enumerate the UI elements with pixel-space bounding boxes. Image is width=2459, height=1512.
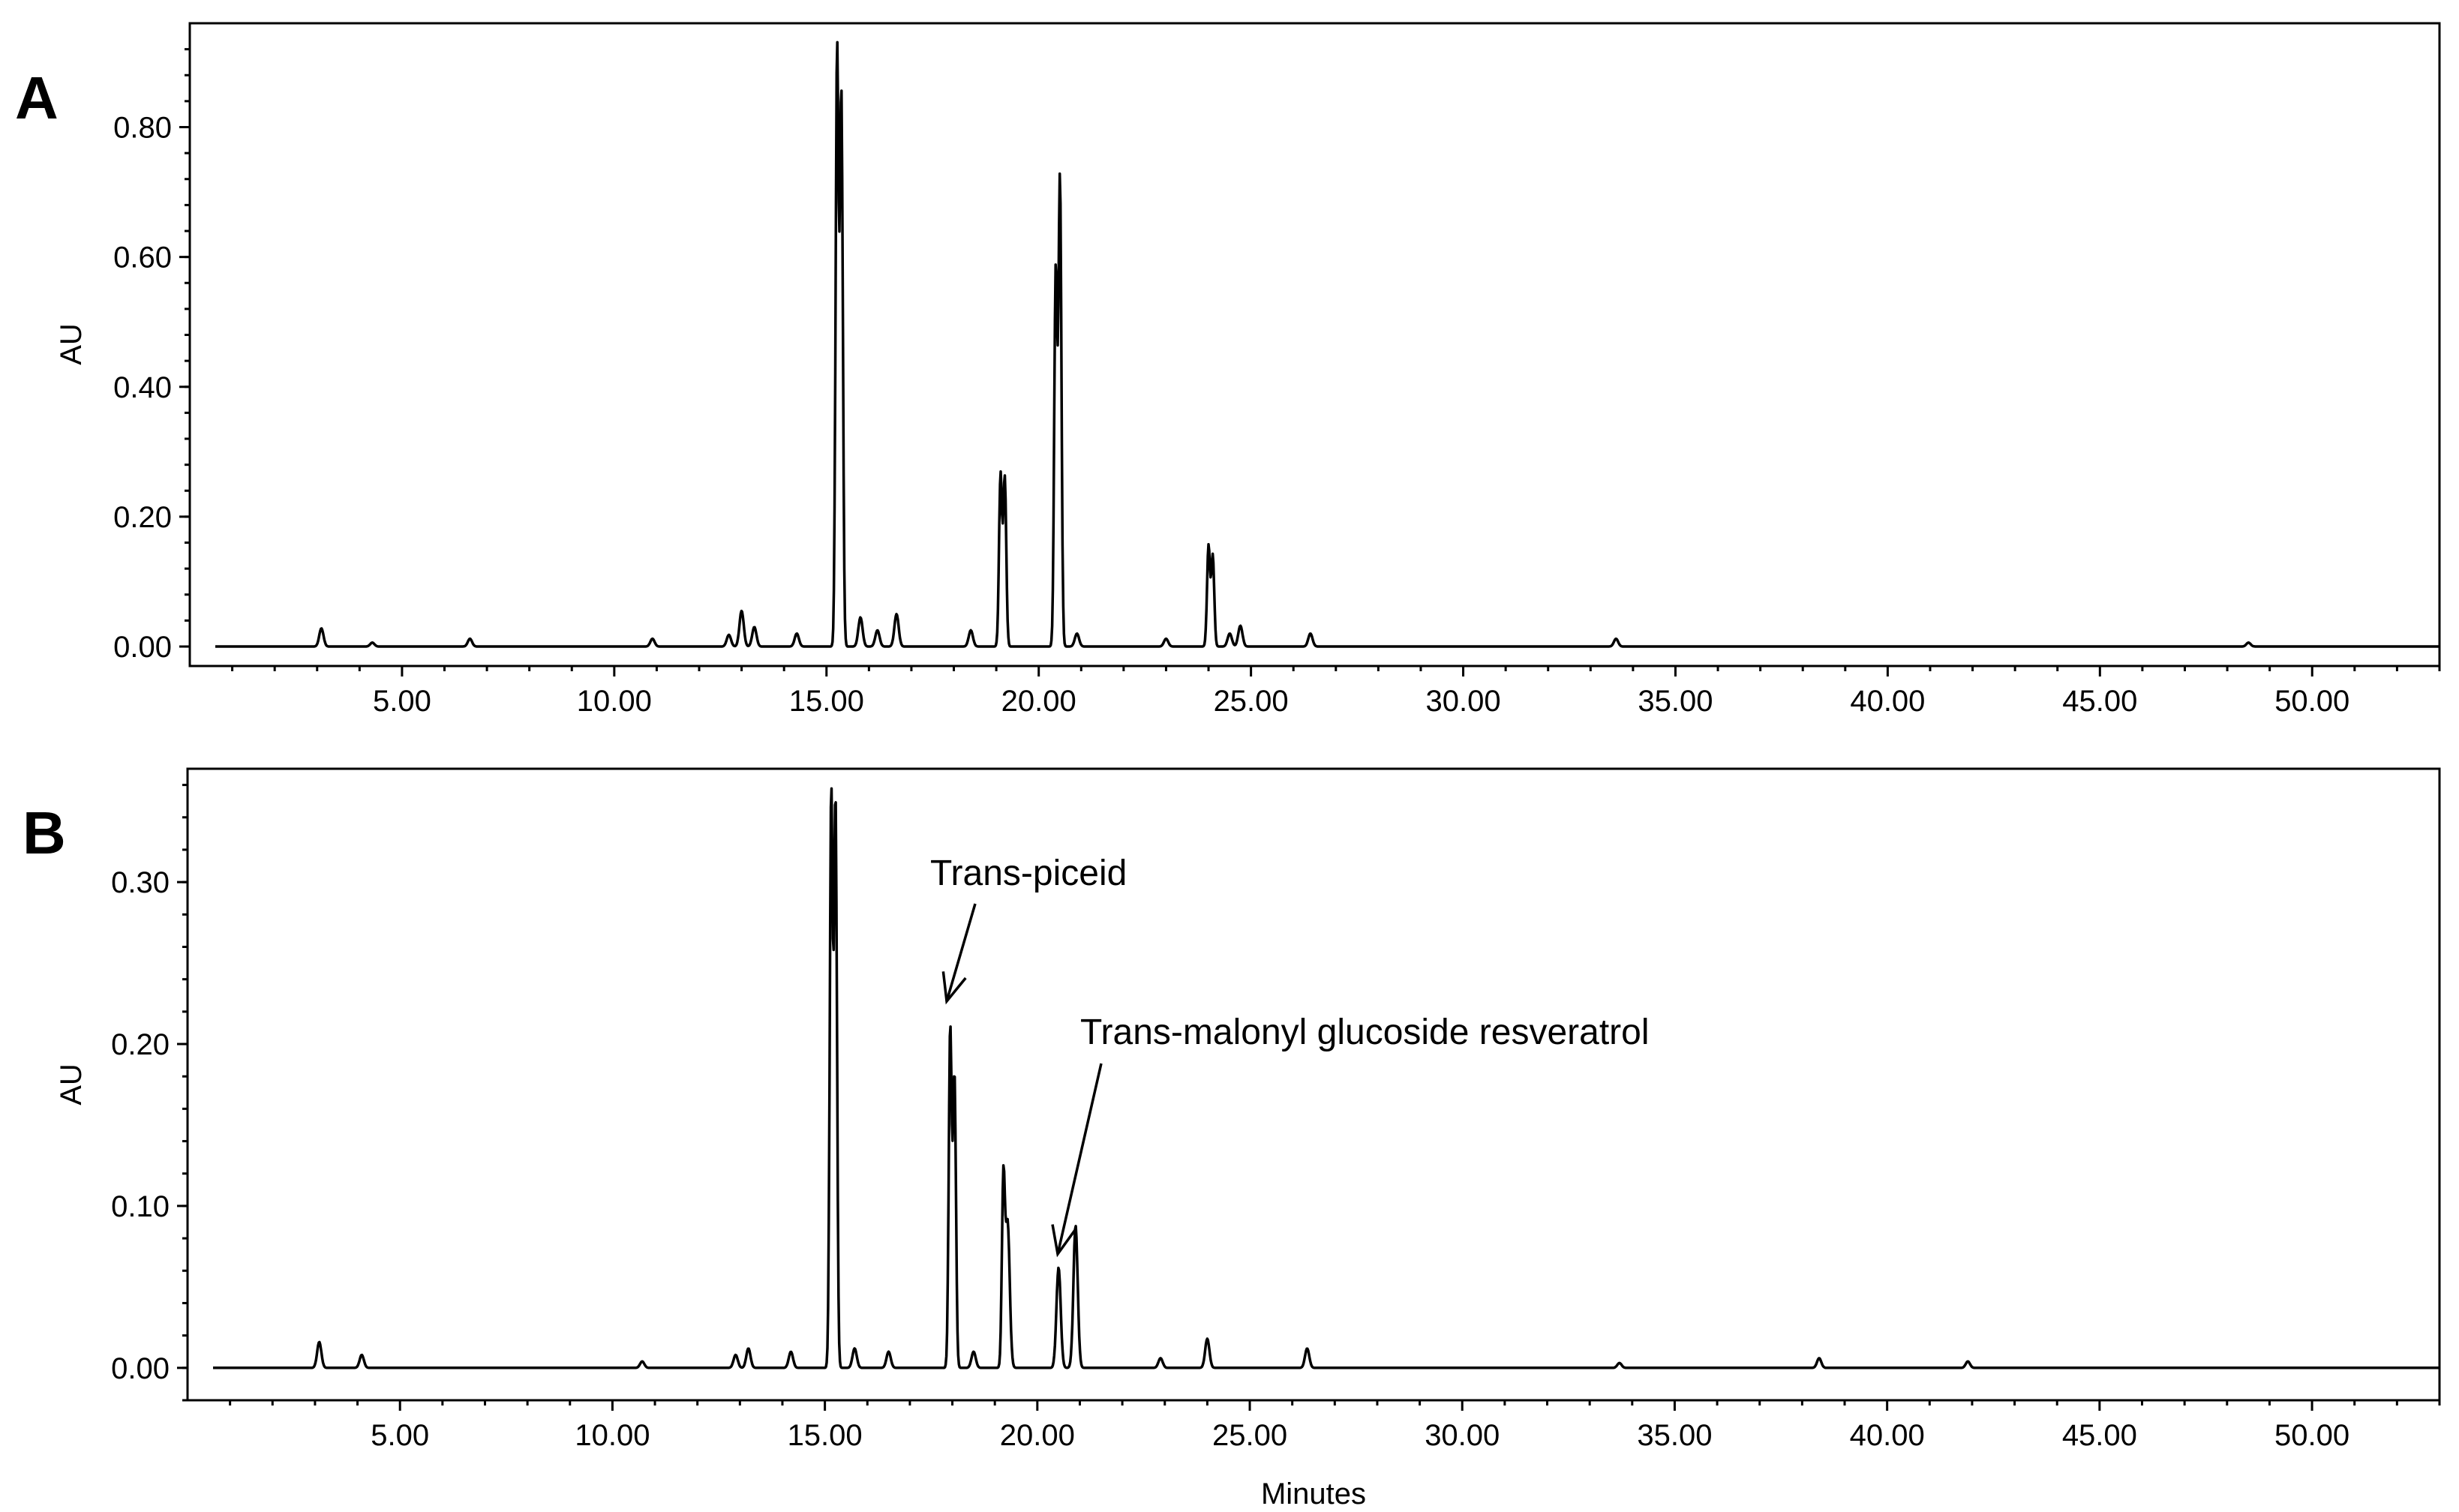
- panel-b-y-axis-title: AU: [55, 1064, 88, 1106]
- panel-a-chromatogram-trace: [215, 40, 2440, 648]
- chromatogram-panel-b: B AU Minutes 5.00 10.00 15.00 20.00 25.00 30.…: [23, 767, 2441, 1510]
- panel-b-y-tick-label: 0.30: [111, 866, 170, 899]
- panel-a-x-tick-label: 35.00: [1638, 685, 1713, 718]
- panel-b-x-tick-label: 15.00: [788, 1419, 863, 1452]
- panel-b-annotations: Trans-piceid Trans-malonyl glucoside resv…: [930, 854, 1650, 1258]
- peak-annotation-label: Trans-piceid: [930, 854, 1127, 893]
- panel-a-x-tick-label: 45.00: [2062, 685, 2137, 718]
- panel-a-x-tick-label: 5.00: [373, 685, 431, 718]
- panel-b-x-tick-label: 10.00: [575, 1419, 650, 1452]
- panel-a-plot-frame: [188, 22, 2441, 668]
- panel-b-ticks: 5.00 10.00 15.00 20.00 25.00 30.00 35.00 40.00 4…: [111, 784, 2441, 1452]
- panel-b-y-tick-label: 0.20: [111, 1028, 170, 1061]
- panel-b-x-tick-label: 35.00: [1637, 1419, 1712, 1452]
- panel-b-x-tick-label: 20.00: [1000, 1419, 1075, 1452]
- panel-a-x-tick-label: 20.00: [1001, 685, 1076, 718]
- panel-a-label: A: [15, 64, 59, 131]
- panel-b-x-tick-label: 25.00: [1212, 1419, 1287, 1452]
- peak-annotation-label: Trans-malonyl glucoside resveratrol: [1080, 1012, 1650, 1052]
- panel-b-x-tick-label: 50.00: [2274, 1419, 2349, 1452]
- panel-a-y-tick-label: 0.80: [113, 112, 172, 145]
- panel-a-y-tick-label: 0.60: [113, 242, 172, 274]
- peak-annotation-arrow: [945, 903, 977, 1002]
- peak-annotation-arrow: [1056, 1063, 1103, 1255]
- peak-annotation-arrowhead: [1051, 1224, 1076, 1258]
- panel-a-y-tick-label: 0.20: [113, 501, 172, 534]
- panel-b-y-tick-label: 0.00: [111, 1352, 170, 1385]
- panel-b-y-tick-label: 0.10: [111, 1190, 170, 1223]
- panel-a-y-tick-label: 0.00: [113, 631, 172, 664]
- panel-a-x-tick-label: 50.00: [2274, 685, 2349, 718]
- panel-a-y-axis-title: AU: [55, 323, 88, 365]
- peak-annotation-arrowhead: [941, 971, 967, 1005]
- panel-b-x-tick-label: 5.00: [371, 1419, 429, 1452]
- panel-b-x-axis-title: Minutes: [1261, 1478, 1366, 1510]
- panel-b-plot-frame: [186, 767, 2441, 1402]
- panel-a-x-tick-label: 40.00: [1850, 685, 1925, 718]
- panel-b-x-tick-label: 40.00: [1850, 1419, 1925, 1452]
- panel-a-y-tick-label: 0.40: [113, 371, 172, 404]
- panel-b-trace-group: [212, 787, 2440, 1370]
- panel-b-x-tick-label: 45.00: [2062, 1419, 2137, 1452]
- chromatogram-panel-a: A AU 5.00 10.00 15.00 20.00 25.00 30.00 35.00 4…: [15, 22, 2441, 718]
- panel-a-x-tick-label: 15.00: [789, 685, 864, 718]
- panel-b-x-tick-label: 30.00: [1425, 1419, 1500, 1452]
- panel-a-x-tick-label: 10.00: [577, 685, 652, 718]
- panel-b-chromatogram-trace: [212, 787, 2440, 1370]
- panel-b-label: B: [23, 800, 66, 866]
- panel-a-x-tick-label: 30.00: [1425, 685, 1500, 718]
- panel-a-x-tick-label: 25.00: [1214, 685, 1289, 718]
- panel-a-trace-group: [215, 40, 2440, 648]
- panel-a-ticks: 5.00 10.00 15.00 20.00 25.00 30.00 35.00 40.00 4…: [113, 48, 2441, 718]
